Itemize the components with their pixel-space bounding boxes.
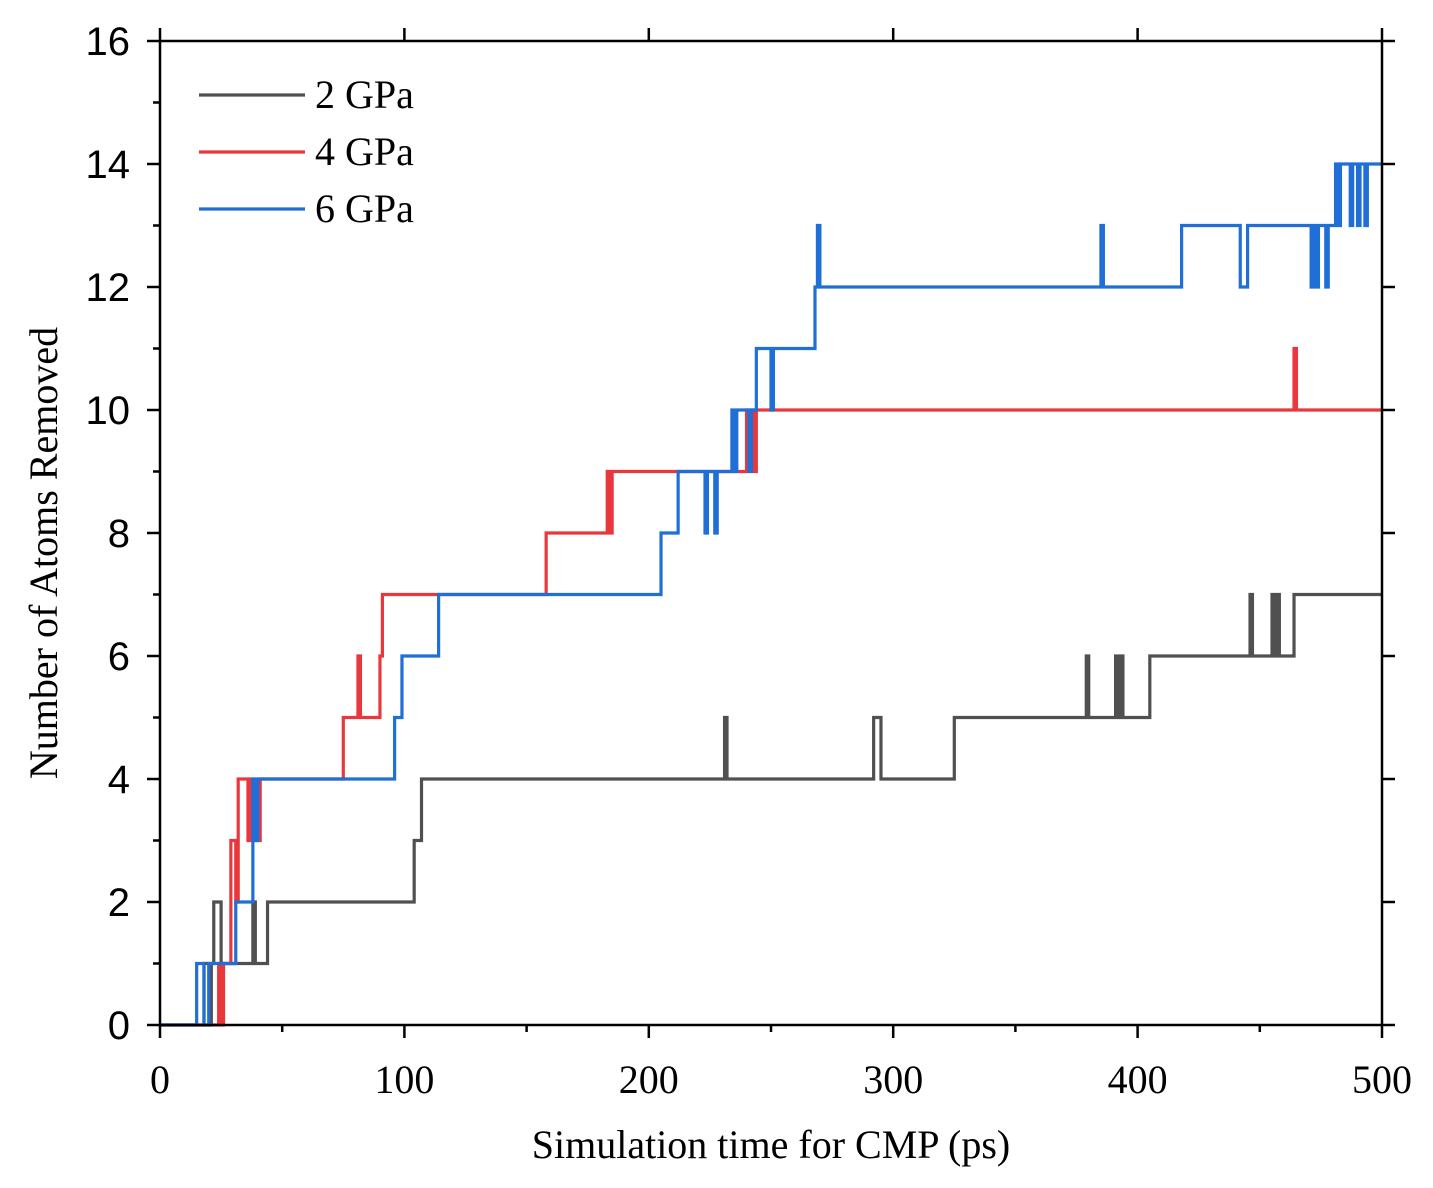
legend-label-3: 6 GPa xyxy=(315,186,414,231)
x-tick-label: 0 xyxy=(150,1057,170,1102)
y-tick-label: 10 xyxy=(86,389,131,433)
y-tick-label: 2 xyxy=(108,881,130,925)
series-line-1 xyxy=(160,592,1382,1027)
y-tick-label: 14 xyxy=(86,143,131,187)
legend: 2 GPa 4 GPa 6 GPa xyxy=(199,72,414,231)
series-line-3 xyxy=(160,162,1382,1027)
y-tick-label: 8 xyxy=(108,512,130,556)
y-tick-label: 0 xyxy=(108,1004,130,1048)
legend-label-1: 2 GPa xyxy=(315,72,414,117)
series-layer xyxy=(160,162,1382,1027)
y-tick-label: 6 xyxy=(108,635,130,679)
x-axis-title: Simulation time for CMP (ps) xyxy=(532,1122,1011,1167)
legend-label-2: 4 GPa xyxy=(315,129,414,174)
x-tick-label: 400 xyxy=(1108,1057,1168,1102)
x-tick-label: 200 xyxy=(619,1057,679,1102)
tick-labels: 0 100 200 300 400 500 0 2 4 6 8 10 12 14 16 xyxy=(86,20,1413,1102)
axis-ticks xyxy=(147,28,1395,1038)
y-axis-title: Number of Atoms Removed xyxy=(21,327,66,779)
x-tick-label: 300 xyxy=(863,1057,923,1102)
x-tick-label: 500 xyxy=(1352,1057,1412,1102)
series-line-2 xyxy=(160,346,1382,1027)
y-tick-label: 16 xyxy=(86,20,131,64)
x-tick-label: 100 xyxy=(374,1057,434,1102)
y-tick-label: 4 xyxy=(108,758,130,802)
y-tick-label: 12 xyxy=(86,266,131,310)
